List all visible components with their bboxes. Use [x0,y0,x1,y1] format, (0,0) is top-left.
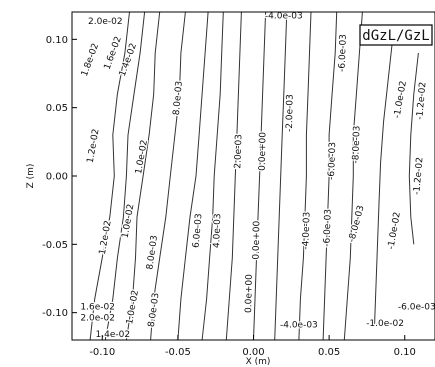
y-tick-label: 0.05 [46,103,68,114]
contour-line [408,52,419,245]
contour-label: 8.0e-03 [145,235,160,271]
contour-label: 2.0e-03 [233,134,244,169]
contour-line [253,11,267,341]
contour-line [104,11,146,341]
contour-line [125,11,161,341]
contour-label: 0.0e+00 [252,220,263,259]
contour-label: 6.0e-03 [192,213,205,248]
contour-label: -6.0e-03 [322,209,333,247]
y-tick-label: 0.10 [46,35,68,46]
contour-label: -4.0e-03 [301,212,312,250]
x-tick-label: -0.05 [165,347,191,358]
contour-label: -4.0e-03 [265,12,303,22]
x-tick-label: -0.10 [89,347,115,358]
chart-title: dGzL/GzL [362,28,429,44]
x-tick-label: 0.10 [394,347,416,358]
contour-label: -8.0e-03 [347,204,366,243]
x-axis: -0.10 -0.05 0.00 0.05 0.10 [89,335,416,358]
contour-label: 2.0e-02 [88,17,123,27]
contour-label: 4.0e-03 [212,213,223,248]
chart-title-badge: dGzL/GzL [359,24,433,46]
contour-label: -1.0e-02 [392,80,408,119]
x-tick-label: 0.00 [242,347,264,358]
contour-lines [89,11,419,341]
y-tick-label: 0.00 [46,172,68,183]
contour-label: -4.0e-03 [280,321,318,331]
contour-line [225,11,242,341]
contour-label: 8.0e-03 [172,80,185,115]
contour-line [150,11,186,341]
contour-label: 8.0e-03 [147,292,162,328]
contour-label: -6.0e-03 [338,34,349,72]
x-tick-label: 0.05 [318,347,340,358]
contour-label: 1.0e-02 [121,203,137,239]
contour-label: -1.2e-02 [412,157,425,196]
contour-label: 0.0e+00 [244,274,255,313]
contour-label: 1.0e-02 [125,289,141,325]
y-tick-label: -0.10 [42,308,68,319]
contour-line [298,11,312,341]
contour-label: 1.6e-02 [80,303,115,313]
contour-line [274,11,288,341]
contour-labels: 2.0e-02 1.8e-02 1.6e-02 1.4e-02 1.2e-02 1.0e-… [79,10,435,341]
contour-label: -1.0e-02 [386,211,402,250]
contour-label: 0.0e+00 [258,132,269,171]
y-axis: -0.10 -0.05 0.00 0.05 0.10 [42,35,77,319]
contour-label: 1.0e-02 [134,139,150,175]
contour-label: 1.8e-02 [80,42,101,78]
contour-label: 1.4e-02 [118,42,139,78]
contour-label: -6.0e-03 [327,142,338,180]
contour-label: 1.2e-02 [98,220,114,256]
contour-line [322,11,338,341]
contour-label: 1.2e-02 [86,128,102,164]
contour-label: -6.0e-03 [398,303,435,313]
x-axis-label: X (m) [246,357,271,367]
chart-title-box [359,24,433,46]
y-axis-label: Z (m) [26,164,36,189]
contour-line [89,11,130,341]
contour-label: -1.0e-02 [366,319,404,329]
contour-label: -1.2e-02 [415,82,428,121]
contour-line [343,11,363,341]
contour-label: -8.0e-03 [351,126,362,164]
contour-line [201,11,224,341]
contour-label: 1.4e-02 [96,330,131,340]
contour-line [374,39,394,327]
contour-line [177,11,209,341]
y-tick-label: -0.05 [42,240,68,251]
contour-label: -2.0e-03 [285,94,296,132]
contour-label: 2.0e-02 [80,314,115,324]
